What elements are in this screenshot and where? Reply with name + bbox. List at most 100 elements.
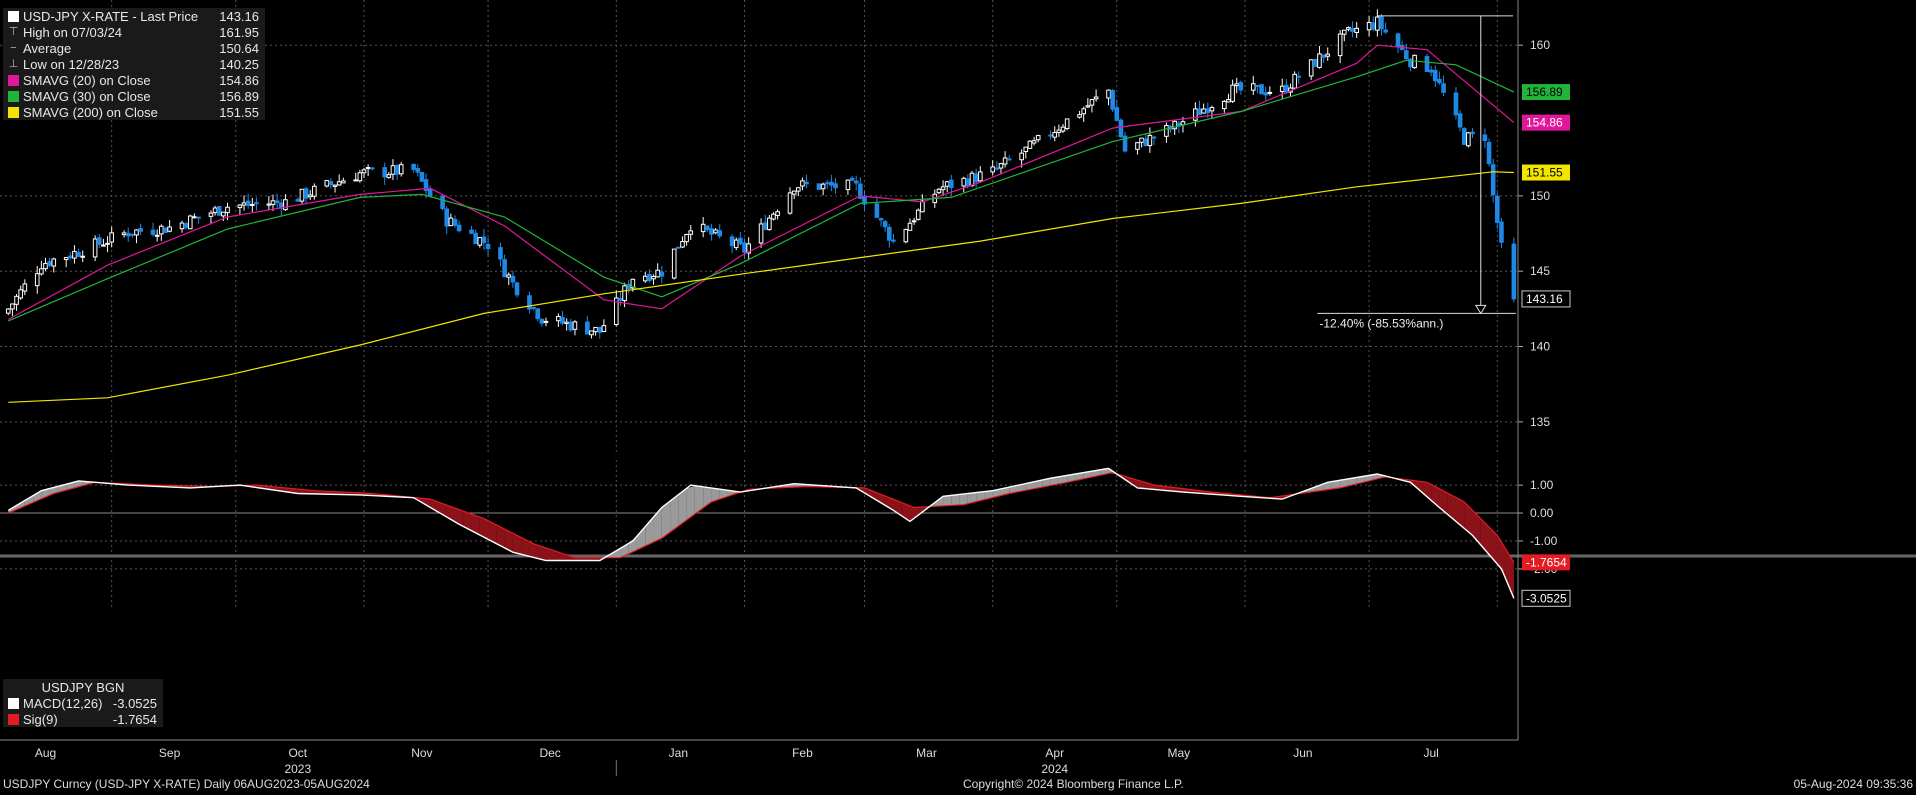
candle (1250, 83, 1256, 91)
candle (502, 259, 507, 278)
color-swatch (8, 713, 19, 725)
macd-legend-label: Sig(9) (23, 711, 58, 727)
candle (795, 187, 801, 192)
candle (1172, 120, 1177, 130)
candle (738, 237, 743, 245)
candle (80, 255, 86, 258)
candle (1408, 58, 1413, 68)
candle (618, 297, 623, 301)
candle (977, 171, 983, 182)
candle (1441, 83, 1446, 93)
macd-fill-segment (1447, 493, 1456, 522)
macd-fill-segment (529, 541, 538, 559)
candle (485, 243, 491, 250)
candle (477, 237, 483, 246)
candle (973, 173, 979, 183)
x-tick-label: Apr (1045, 746, 1064, 760)
candle (1346, 27, 1351, 30)
macd-fill-segment (1439, 488, 1448, 515)
avg-marker-icon: − (10, 41, 17, 54)
macd-fill-segment (967, 492, 977, 504)
candle (1019, 152, 1024, 161)
candle (543, 320, 549, 323)
legend-label: High on 07/03/24 (23, 24, 123, 40)
x-tick-label: Jun (1293, 746, 1312, 760)
x-year-label: 2023 (284, 762, 311, 776)
candle (332, 184, 338, 187)
drawdown-arrow-icon (1474, 304, 1487, 315)
candle (208, 212, 214, 217)
candle (907, 222, 913, 231)
y-tick-label: 145 (1530, 264, 1550, 278)
candle (990, 166, 995, 173)
macd-fill-segment (430, 499, 439, 513)
candle (1325, 53, 1331, 57)
color-swatch (8, 697, 19, 709)
candle (1234, 83, 1240, 87)
candle (700, 223, 706, 233)
candle (1453, 92, 1459, 116)
macd-legend-row: Sig(9) -1.7654 (3, 711, 163, 727)
candle (1151, 136, 1157, 139)
candle (419, 171, 425, 182)
candle (613, 297, 619, 326)
candle (1201, 108, 1206, 114)
candle (1023, 146, 1029, 153)
candle (1313, 58, 1318, 67)
candle (1432, 69, 1438, 82)
color-swatch (8, 90, 19, 102)
candle (47, 261, 52, 266)
candle (1317, 53, 1322, 68)
macd-legend: USDJPY BGN MACD(12,26) -3.0525 Sig(9) -1.76… (3, 679, 163, 727)
candle (1321, 54, 1326, 58)
candle (1428, 69, 1434, 73)
legend-value: 154.86 (219, 72, 259, 88)
candle (874, 203, 880, 218)
candle (1350, 27, 1355, 32)
candle (336, 181, 342, 186)
candle (274, 200, 280, 204)
candle (150, 229, 156, 235)
legend-row: SMAVG (30) on Close 156.89 (3, 88, 265, 104)
candle (469, 229, 474, 234)
candle (473, 232, 478, 245)
sma30-line (8, 59, 1515, 322)
candle (1395, 33, 1401, 47)
sma200-line (8, 171, 1514, 403)
candle (382, 167, 387, 178)
candle (121, 232, 127, 236)
candle (1337, 33, 1343, 57)
candle (1404, 50, 1409, 60)
macd-fill-segment (628, 536, 637, 554)
candle (998, 163, 1004, 169)
candle (1499, 221, 1504, 243)
candle (154, 234, 160, 237)
x-tick-label: May (1167, 746, 1190, 760)
candle (1035, 135, 1041, 141)
candle (1106, 89, 1111, 99)
candle (68, 255, 73, 259)
candle (824, 182, 830, 185)
candle (642, 275, 648, 282)
y-tick-label: 135 (1530, 415, 1550, 429)
candle (92, 238, 98, 258)
color-swatch (8, 74, 19, 86)
candle (369, 167, 375, 170)
candle (891, 239, 896, 242)
x-year-label: 2024 (1041, 762, 1068, 776)
macd-value-tag-border (1521, 589, 1571, 607)
candle (1263, 92, 1268, 96)
candle (800, 180, 805, 187)
candle (1226, 99, 1231, 103)
sma20-value-tag-bg (1522, 114, 1570, 131)
macd-fill-segment (504, 529, 513, 553)
candle (361, 169, 367, 174)
candle (1259, 84, 1264, 95)
x-tick-label: Sep (159, 746, 181, 760)
candle (241, 202, 247, 206)
candle (1292, 73, 1297, 89)
candle (299, 188, 305, 202)
candle (829, 181, 834, 186)
candle (961, 177, 967, 187)
